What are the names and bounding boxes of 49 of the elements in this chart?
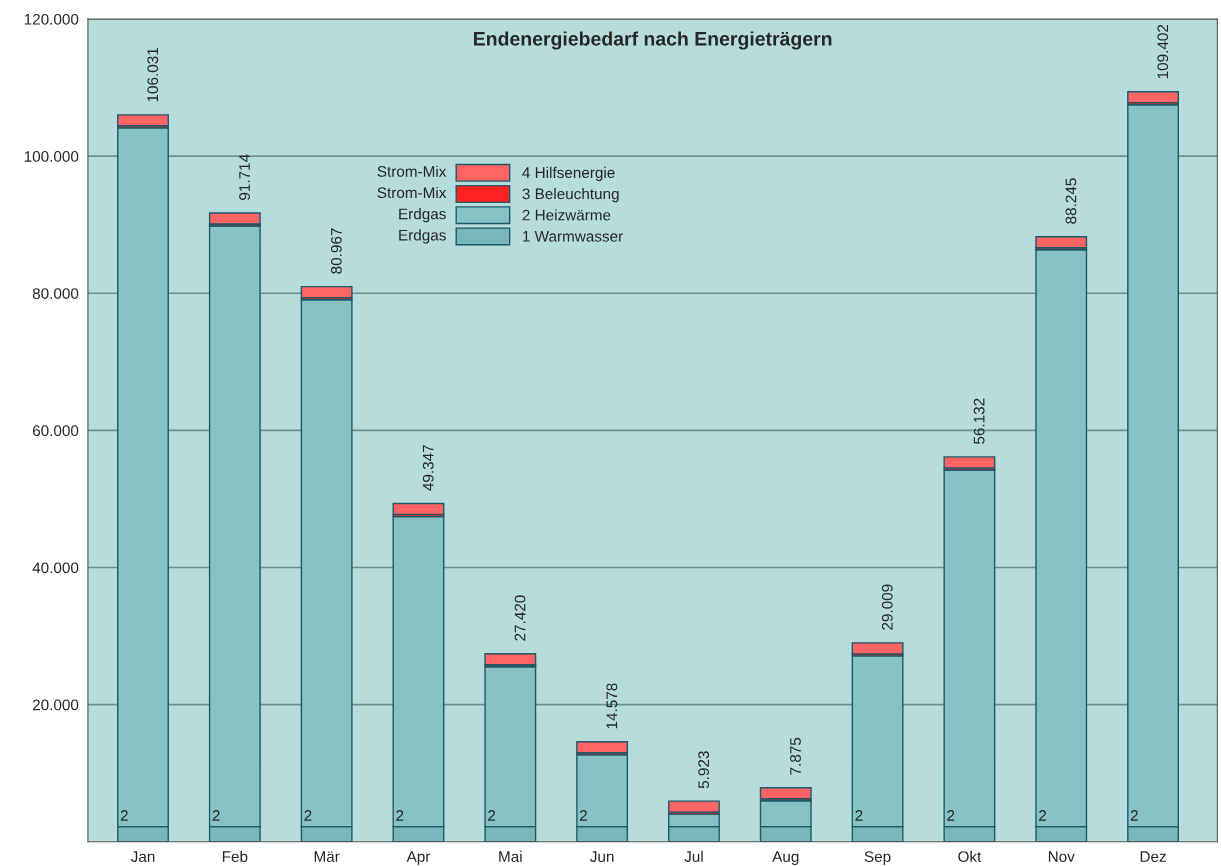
x-tick-label: Mär <box>314 851 340 862</box>
y-tick-label: 20.000 <box>32 699 79 711</box>
legend-label: 4 Hilfsenergie <box>522 166 615 182</box>
x-tick-label: Sep <box>864 851 891 866</box>
text: Endenergiebedarf nach Energieträgern <box>474 31 832 50</box>
total-label: 49.347 <box>422 445 434 491</box>
annotation: 2 <box>1130 810 1138 821</box>
x-tick-label: Feb <box>222 850 248 862</box>
y-tick-label: 80.000 <box>32 288 79 299</box>
annotation: Strom-Mix <box>377 165 447 177</box>
annotation: 2 <box>855 810 863 821</box>
x-tick-label: Jan <box>130 851 155 862</box>
annotation: 2 <box>304 810 312 821</box>
annotation: 2 <box>1039 810 1047 821</box>
annotation: 2 <box>947 810 955 821</box>
total-label: 80.967 <box>330 228 342 274</box>
x-tick-label: Okt <box>958 850 982 862</box>
annotation: Erdgas <box>399 229 446 244</box>
y-tick-label: 60.000 <box>32 425 79 437</box>
total-label: 14.578 <box>606 683 618 729</box>
total-label: 88.245 <box>1065 178 1077 224</box>
total-label: 56.132 <box>973 398 985 444</box>
x-tick-label: Apr <box>406 851 431 866</box>
y-tick-label: 120.000 <box>24 13 79 25</box>
x-tick-label: Mai <box>499 850 522 862</box>
annotation: 2 <box>488 810 496 821</box>
total-label: 91.714 <box>239 154 250 200</box>
annotation: Erdgas <box>399 208 446 223</box>
total-label: 7.875 <box>790 737 801 775</box>
total-label: 106.031 <box>147 48 159 102</box>
x-tick-label: Aug <box>772 851 799 866</box>
total-label: 27.420 <box>514 595 526 641</box>
x-tick-label: Jul <box>684 850 703 862</box>
y-tick-label: 40.000 <box>32 562 79 574</box>
annotation: 2 <box>212 810 220 821</box>
total-label: 109.402 <box>1157 24 1169 79</box>
x-tick-label: Nov <box>1048 851 1075 862</box>
y-tick-label: 100.000 <box>24 151 79 162</box>
x-tick-label: Jun <box>590 851 614 862</box>
annotation: 2 <box>396 810 404 821</box>
legend-label: 1 Warmwasser <box>523 231 623 242</box>
x-tick-label: Dez <box>1140 851 1166 862</box>
total-label: 29.009 <box>881 584 893 630</box>
annotation: 2 <box>120 810 128 821</box>
annotation: 2 <box>579 810 587 821</box>
legend-label: 3 Beleuchtung <box>522 188 619 203</box>
total-label: 5.923 <box>698 751 710 789</box>
legend-label: 2 Heizwärme <box>522 209 611 221</box>
annotation: Strom-Mix <box>377 186 447 199</box>
